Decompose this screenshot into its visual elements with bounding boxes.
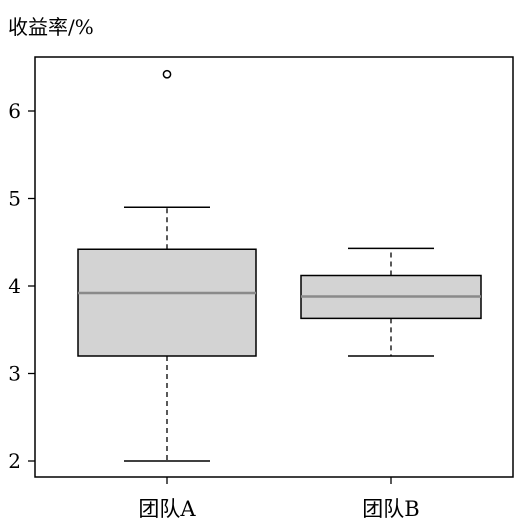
- y-axis: 2 3 4 5 6: [8, 99, 35, 473]
- y-tick-label: 6: [8, 99, 21, 123]
- box-series: [77, 69, 482, 462]
- box-group: [77, 69, 257, 462]
- y-tick-label: 4: [8, 274, 21, 298]
- plot-frame: [34, 56, 514, 478]
- x-tick-label: 团队A: [138, 497, 196, 521]
- x-tick-label: 团队B: [362, 497, 419, 521]
- outlier-point: [162, 69, 172, 79]
- box-group: [300, 247, 482, 357]
- iqr-box: [77, 248, 257, 357]
- x-axis: 团队A 团队B: [138, 477, 420, 521]
- y-tick-label: 2: [8, 449, 21, 473]
- y-tick-label: 3: [8, 362, 21, 386]
- y-tick-label: 5: [8, 187, 21, 211]
- y-axis-title: 收益率/%: [8, 15, 94, 39]
